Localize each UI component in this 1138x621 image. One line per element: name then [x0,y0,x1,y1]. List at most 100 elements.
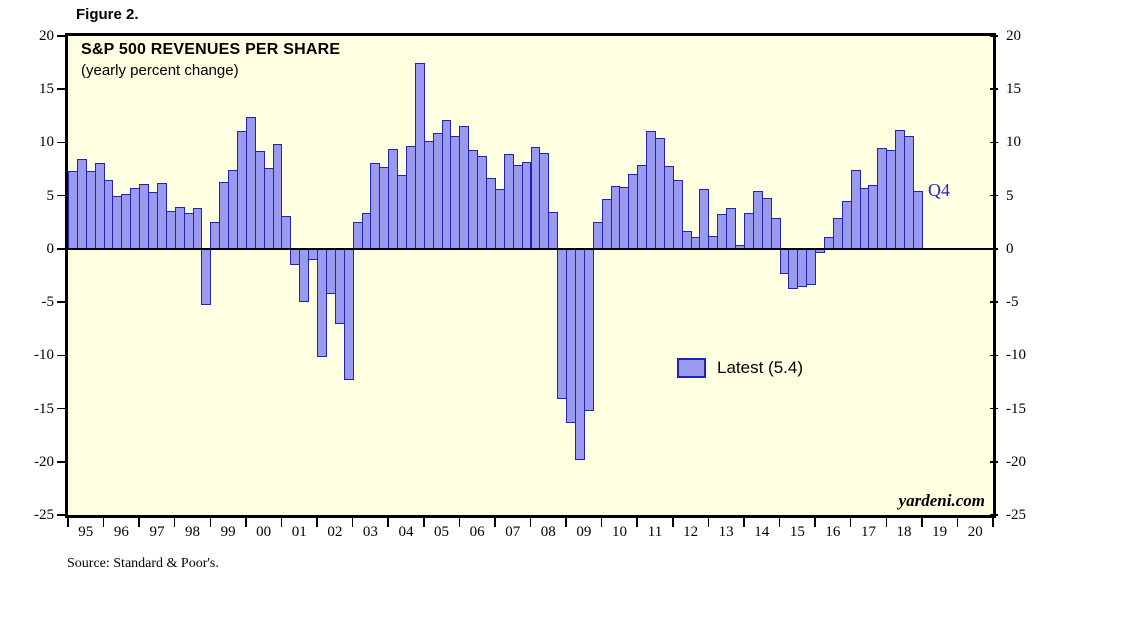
x-tick-0 [67,518,69,527]
y-tick-label-left--20: -20 [34,453,54,470]
x-tick-15 [600,518,603,527]
bar-2018Q4 [912,191,923,249]
x-year-label-06: 06 [469,524,485,540]
y-tick-right-20 [990,35,998,37]
y-tick-right--20 [990,461,998,463]
y-tick-left--25 [57,514,65,516]
y-tick-left-0 [57,248,65,250]
x-tick-9 [387,518,389,527]
y-tick-right--25 [990,514,998,516]
x-year-label-14: 14 [754,524,770,540]
bar-1998Q3 [192,208,203,249]
x-year-label-13: 13 [718,524,734,540]
y-tick-left--15 [57,407,65,410]
x-tick-10 [423,518,425,527]
source-note: Source: Standard & Poor's. [67,556,219,571]
x-year-label-15: 15 [789,524,805,540]
legend-label: Latest (5.4) [717,358,803,377]
y-tick-label-right--20: -20 [1006,453,1026,470]
bar-2015Q4 [806,248,817,286]
chart-title: S&P 500 REVENUES PER SHARE [81,41,341,58]
watermark: yardeni.com [898,491,985,510]
plot-area: S&P 500 REVENUES PER SHARE (yearly perce… [65,33,996,518]
y-tick-right--5 [990,301,998,303]
y-tick-label-right--10: -10 [1006,347,1026,364]
y-tick-label-right-20: 20 [1006,28,1021,44]
x-tick-8 [351,518,354,527]
x-year-label-18: 18 [896,524,912,540]
x-tick-25 [956,518,959,527]
y-tick-label-left-0: 0 [46,240,55,257]
x-year-label-05: 05 [434,524,450,540]
bar-2001Q1 [281,215,292,249]
x-year-label-04: 04 [398,524,414,540]
x-tick-4 [209,518,212,527]
bars-container [68,36,993,515]
x-year-label-07: 07 [505,524,521,540]
x-year-label-09: 09 [576,524,592,540]
bar-2009Q3 [583,248,594,411]
y-tick-label-right--5: -5 [1006,294,1019,311]
x-tick-26 [992,518,994,527]
x-tick-7 [316,518,318,527]
y-tick-left-15 [57,88,65,90]
x-tick-23 [885,518,888,527]
x-year-label-20: 20 [967,524,983,540]
y-tick-left-5 [57,194,65,197]
y-tick-right-15 [990,88,998,90]
x-tick-14 [565,518,567,527]
x-year-label-17: 17 [860,524,876,540]
y-tick-label-left-20: 20 [39,28,54,44]
y-tick-label-right--25: -25 [1006,507,1026,523]
y-tick-label-left-15: 15 [39,81,54,98]
x-year-label-10: 10 [611,524,627,540]
y-tick-right--15 [990,407,998,410]
latest-quarter-annotation: Q4 [928,180,950,200]
x-tick-24 [921,518,923,527]
y-tick-right-5 [990,194,998,197]
bar-1998Q4 [201,248,212,306]
y-tick-left--20 [57,461,65,463]
x-year-label-97: 97 [149,524,165,540]
zero-axis-line [68,248,993,250]
x-tick-13 [529,518,532,527]
y-tick-left-10 [57,141,65,144]
bar-2014Q4 [770,218,781,249]
y-tick-label-right-15: 15 [1006,81,1021,98]
y-tick-label-left--10: -10 [34,347,54,364]
x-tick-6 [280,518,283,527]
y-tick-right--10 [990,354,998,357]
x-year-label-00: 00 [256,524,272,540]
y-tick-label-left-10: 10 [39,134,54,151]
figure-label: Figure 2. [76,6,139,23]
y-tick-left-20 [57,35,65,37]
bar-2013Q3 [726,208,737,249]
x-tick-2 [138,518,140,527]
x-tick-20 [778,518,781,527]
x-year-label-98: 98 [185,524,201,540]
legend: Latest (5.4) [677,358,803,378]
x-tick-22 [849,518,852,527]
y-tick-label-left--5: -5 [41,294,55,311]
x-year-label-08: 08 [540,524,556,540]
x-tick-11 [458,518,461,527]
y-tick-right-0 [990,248,998,250]
x-tick-5 [245,518,247,527]
y-tick-label-left--15: -15 [34,400,54,417]
x-tick-3 [173,518,176,527]
x-year-label-16: 16 [825,524,841,540]
y-tick-label-right-0: 0 [1006,240,1014,257]
x-year-label-96: 96 [113,524,129,540]
chart-subtitle: (yearly percent change) [81,62,239,79]
x-year-label-19: 19 [932,524,948,540]
x-tick-21 [814,518,816,527]
legend-swatch [677,358,706,378]
y-tick-left--5 [57,301,65,303]
x-year-label-12: 12 [683,524,699,540]
x-tick-12 [494,518,496,527]
y-tick-left--10 [57,354,65,357]
x-tick-17 [672,518,674,527]
bar-2002Q4 [343,248,354,380]
x-year-label-01: 01 [291,524,307,540]
